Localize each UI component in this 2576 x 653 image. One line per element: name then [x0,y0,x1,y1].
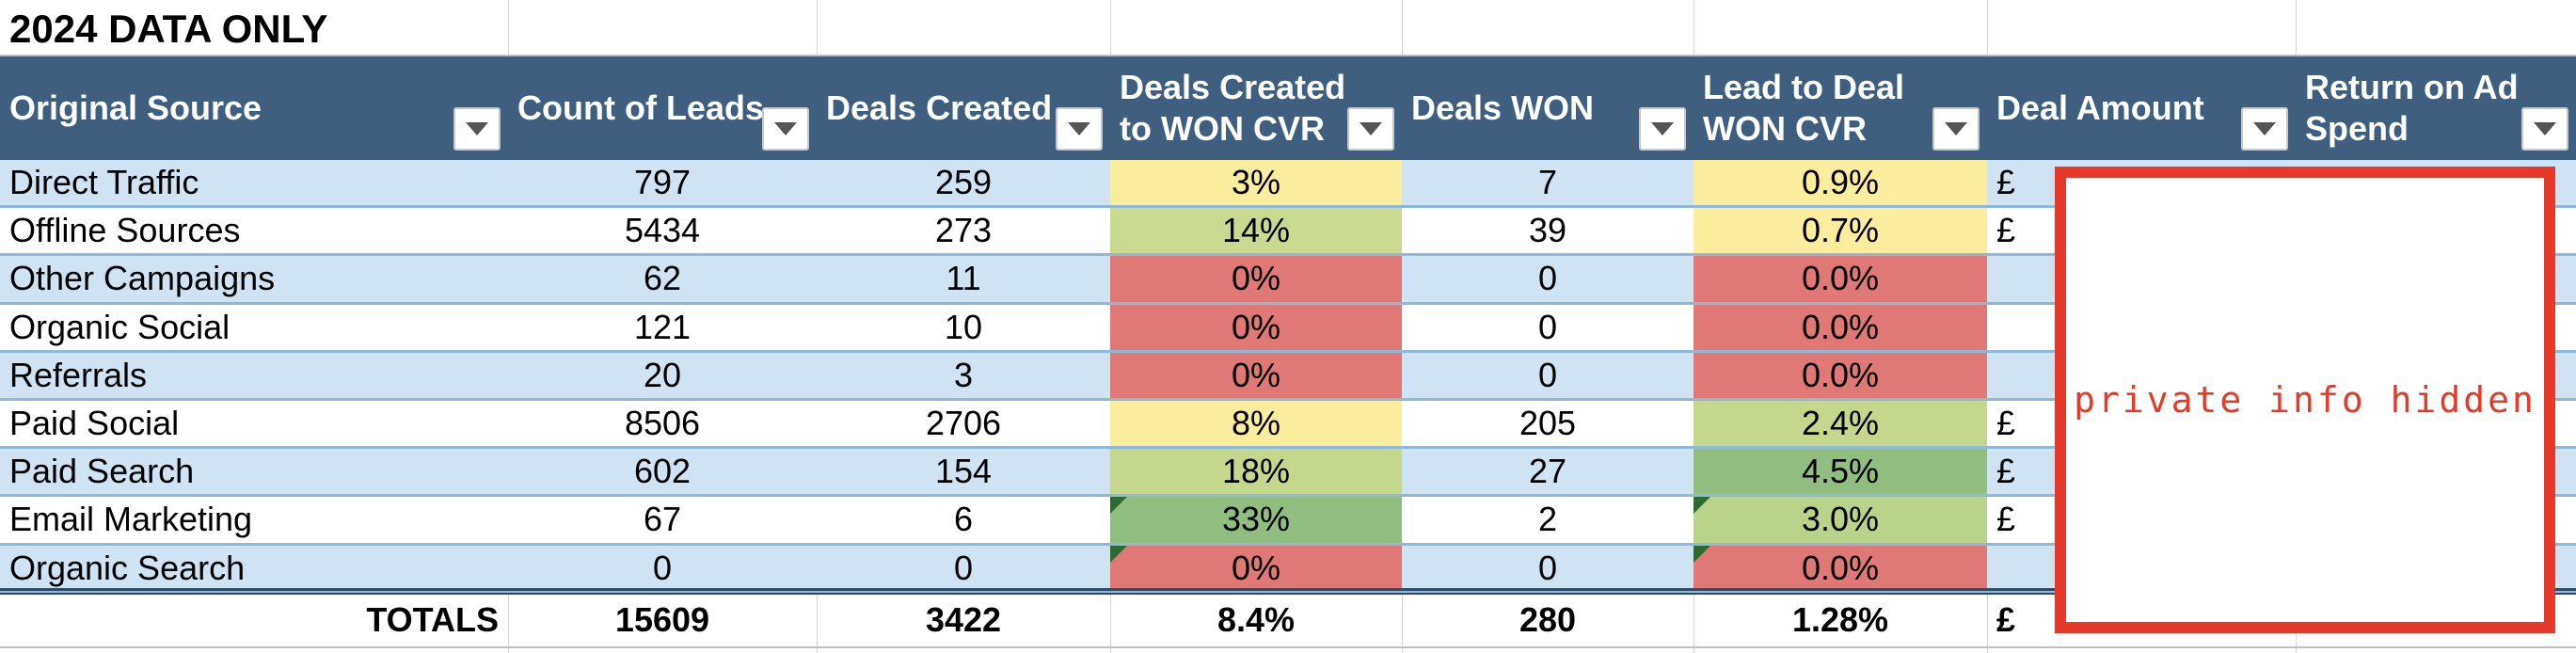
cell-lead-cvr[interactable]: 0.0% [1693,545,1987,594]
cell-deals[interactable]: 10 [817,304,1110,353]
chevron-down-icon [2253,122,2276,135]
cell-won[interactable]: 0 [1402,545,1693,594]
cell-note-indicator [1110,497,1127,515]
cell-deals[interactable]: 0 [817,545,1110,594]
filter-dropdown-button[interactable] [2521,107,2568,151]
cell-won[interactable]: 2 [1402,497,1693,546]
cell-deals[interactable]: 154 [817,449,1110,498]
cell-lead-cvr[interactable]: 3.0% [1693,497,1987,546]
cell-source[interactable]: Organic Social [0,304,508,353]
filter-dropdown-button[interactable] [453,107,501,151]
totals-won[interactable]: 280 [1519,600,1577,639]
cell-lead-cvr[interactable]: 0.0% [1693,352,1987,401]
cell-source[interactable]: Referrals [0,352,508,401]
cell-cvr[interactable]: 18% [1110,449,1402,498]
cell-source[interactable]: Direct Traffic [0,160,508,209]
totals-leads[interactable]: 15609 [614,600,710,639]
cell-lead-cvr[interactable]: 2.4% [1693,401,1987,450]
filter-dropdown-button[interactable] [1639,107,1686,151]
cell-leads[interactable]: 5434 [508,208,817,257]
filter-dropdown-button[interactable] [2241,107,2288,151]
totals-bottom-border [0,646,2576,648]
cell-won[interactable]: 0 [1402,304,1693,353]
column-header-label: Deal Amount [1996,88,2204,127]
cell-cvr[interactable]: 0% [1110,545,1402,594]
cell-deals[interactable]: 273 [817,208,1110,257]
title-row-border [0,55,2576,56]
cell-won[interactable]: 0 [1402,352,1693,401]
cell-won[interactable]: 39 [1402,208,1693,257]
chevron-down-icon [1360,122,1382,135]
column-header-label: Lead to Deal WON CVR [1703,68,1905,148]
chevron-down-icon [774,122,797,135]
cell-lead-cvr[interactable]: 0.7% [1693,208,1987,257]
column-header-label: Deals WON [1411,88,1595,127]
column-header-label: Deals Created [826,88,1053,127]
chevron-down-icon [1068,122,1090,135]
cell-source[interactable]: Paid Search [0,449,508,498]
cell-lead-cvr[interactable]: 0.0% [1693,304,1987,353]
cell-lead-cvr[interactable]: 4.5% [1693,449,1987,498]
cell-source[interactable]: Email Marketing [0,497,508,546]
cell-cvr[interactable]: 8% [1110,401,1402,450]
cell-deals[interactable]: 6 [817,497,1110,546]
chevron-down-icon [1651,122,1674,135]
cell-cvr[interactable]: 33% [1110,497,1402,546]
cell-lead-cvr[interactable]: 0.9% [1693,160,1987,209]
cell-source[interactable]: Organic Search [0,545,508,594]
totals-divider [0,588,2576,591]
cell-leads[interactable]: 67 [508,497,817,546]
cell-source[interactable]: Other Campaigns [0,256,508,305]
chevron-down-icon [1945,122,1967,135]
cell-cvr[interactable]: 0% [1110,304,1402,353]
totals-cvr[interactable]: 8.4% [1216,600,1296,639]
cell-deals[interactable]: 259 [817,160,1110,209]
column-header-label: Return on Ad Spend [2305,68,2519,148]
filter-dropdown-button[interactable] [1347,107,1394,151]
cell-leads[interactable]: 602 [508,449,817,498]
column-header-source: Original Source [0,56,508,160]
cell-won[interactable]: 27 [1402,449,1693,498]
cell-leads[interactable]: 0 [508,545,817,594]
cell-won[interactable]: 7 [1402,160,1693,209]
redaction-box: private info hidden [2055,167,2555,633]
cell-lead-cvr[interactable]: 0.0% [1693,256,1987,305]
cell-deals[interactable]: 3 [817,352,1110,401]
totals-lead-cvr[interactable]: 1.28% [1791,600,1889,639]
cell-source[interactable]: Paid Social [0,401,508,450]
filter-dropdown-button[interactable] [1056,107,1103,151]
cell-leads[interactable]: 797 [508,160,817,209]
totals-source[interactable]: TOTALS [366,600,499,639]
column-header-label: Original Source [9,88,262,127]
sheet-title: 2024 DATA ONLY [9,7,328,51]
redaction-label: private info hidden [2074,379,2536,421]
cell-leads[interactable]: 20 [508,352,817,401]
totals-divider [0,593,2576,595]
filter-dropdown-button[interactable] [762,107,809,151]
cell-leads[interactable]: 62 [508,256,817,305]
cell-note-indicator [1110,545,1127,563]
cell-cvr[interactable]: 0% [1110,256,1402,305]
cell-deals[interactable]: 11 [817,256,1110,305]
totals-deals[interactable]: 3422 [925,600,1002,639]
cell-won[interactable]: 0 [1402,256,1693,305]
column-header-label: Count of Leads [517,88,764,127]
cell-deals[interactable]: 2706 [817,401,1110,450]
cell-source[interactable]: Offline Sources [0,208,508,257]
cell-won[interactable]: 205 [1402,401,1693,450]
filter-dropdown-button[interactable] [1932,107,1980,151]
chevron-down-icon [466,122,488,135]
cell-leads[interactable]: 8506 [508,401,817,450]
cell-leads[interactable]: 121 [508,304,817,353]
cell-note-indicator [1693,545,1710,563]
column-header-label: Deals Created to WON CVR [1120,68,1346,148]
totals-amount[interactable]: £ [1996,600,2016,639]
cell-cvr[interactable]: 0% [1110,352,1402,401]
cell-cvr[interactable]: 3% [1110,160,1402,209]
cell-note-indicator [1693,497,1710,515]
cell-cvr[interactable]: 14% [1110,208,1402,257]
chevron-down-icon [2534,122,2556,135]
